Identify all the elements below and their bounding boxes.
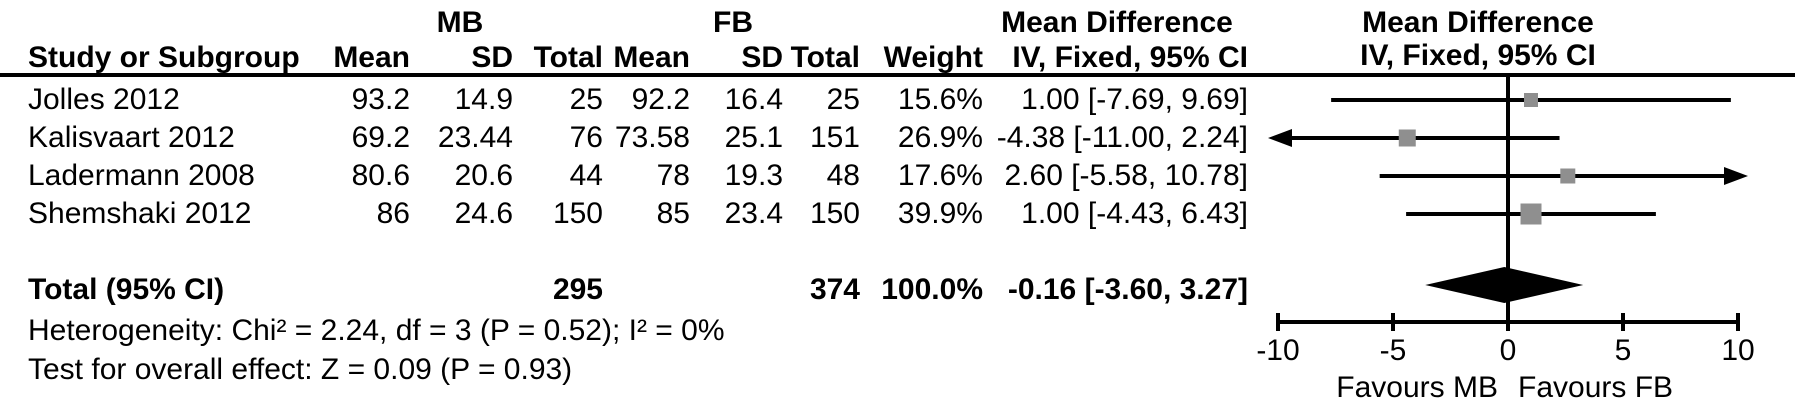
col-header-weight: Weight [883, 41, 983, 74]
total-ci: -0.16 [-3.60, 3.27] [1007, 273, 1248, 306]
group-header-fb: FB [713, 6, 753, 39]
cell-mb-total: 25 [569, 83, 603, 116]
pooled-diamond [1425, 267, 1584, 303]
total-label: Total (95% CI) [28, 273, 225, 306]
cell-study: Jolles 2012 [28, 83, 180, 116]
col-header-fb-total: Total [790, 41, 860, 74]
cell-study: Shemshaki 2012 [28, 197, 252, 230]
study-marker [1398, 129, 1416, 147]
cell-mb-total: 76 [569, 121, 603, 154]
study-marker [1560, 168, 1576, 184]
col-header-mb-mean: Mean [333, 41, 410, 74]
cell-mb-sd: 14.9 [454, 83, 513, 116]
group-header-mb: MB [436, 6, 484, 39]
column-header-row: Study or Subgroup Mean SD Total Mean SD … [0, 39, 1260, 74]
cell-fb-mean: 78 [656, 159, 690, 192]
cell-weight: 17.6% [897, 159, 983, 192]
cell-fb-mean: 73.58 [614, 121, 690, 154]
cell-ci: 1.00 [-4.43, 6.43] [1021, 197, 1248, 230]
cell-fb-mean: 92.2 [631, 83, 690, 116]
cell-mb-mean: 93.2 [351, 83, 410, 116]
col-header-fb-sd: SD [741, 41, 783, 74]
cell-mb-mean: 86 [376, 197, 410, 230]
header-rule [0, 73, 1795, 77]
plot-header-mean-difference: Mean Difference [1362, 6, 1594, 39]
cell-fb-total: 48 [826, 159, 860, 192]
ci-arrow-left [1268, 129, 1292, 147]
cell-weight: 39.9% [897, 197, 983, 230]
table-row: Jolles 2012 93.2 14.9 25 92.2 16.4 25 15.6% 1.00… [0, 81, 1260, 119]
col-header-study: Study or Subgroup [28, 41, 300, 74]
cell-study: Ladermann 2008 [28, 159, 255, 192]
cell-weight: 26.9% [897, 121, 983, 154]
col-header-fb-mean: Mean [613, 41, 690, 74]
cell-fb-mean: 85 [656, 197, 690, 230]
total-mb-total: 295 [552, 273, 603, 306]
cell-mb-mean: 69.2 [351, 121, 410, 154]
cell-mb-total: 44 [569, 159, 603, 192]
plot-header-ci: IV, Fixed, 95% CI [1360, 39, 1596, 72]
axis-tick-label: -5 [1380, 334, 1407, 367]
total-row: Total (95% CI) 295 374 100.0% -0.16 [-3.… [0, 271, 1260, 309]
study-marker [1520, 203, 1542, 225]
cell-ci: -4.38 [-11.00, 2.24] [996, 121, 1248, 154]
axis-tick-label: -10 [1256, 334, 1299, 367]
col-header-mb-total: Total [533, 41, 603, 74]
table-row: Ladermann 2008 80.6 20.6 44 78 19.3 48 17.6% 2.6… [0, 157, 1260, 195]
cell-fb-total: 151 [809, 121, 860, 154]
cell-fb-sd: 16.4 [724, 83, 783, 116]
cell-fb-total: 150 [809, 197, 860, 230]
heterogeneity-text: Heterogeneity: Chi² = 2.24, df = 3 (P = … [28, 314, 725, 347]
axis-tick-label: 0 [1500, 334, 1517, 367]
col-header-ci-stats: IV, Fixed, 95% CI [1012, 41, 1248, 74]
cell-study: Kalisvaart 2012 [28, 121, 235, 154]
cell-fb-sd: 19.3 [724, 159, 783, 192]
cell-mb-mean: 80.6 [351, 159, 410, 192]
cell-mb-total: 150 [552, 197, 603, 230]
axis-tick-label: 10 [1721, 334, 1754, 367]
favours-left-label: Favours MB [1336, 371, 1498, 404]
total-weight: 100.0% [881, 273, 983, 306]
favours-right-label: Favours FB [1518, 371, 1673, 404]
cell-mb-sd: 24.6 [454, 197, 513, 230]
cell-ci: 1.00 [-7.69, 9.69] [1021, 83, 1248, 116]
ci-arrow-right [1724, 167, 1748, 185]
stats-header-mean-difference: Mean Difference [1001, 6, 1233, 39]
table-row: Shemshaki 2012 86 24.6 150 85 23.4 150 39.9% 1.0… [0, 195, 1260, 233]
col-header-mb-sd: SD [471, 41, 513, 74]
cell-fb-sd: 23.4 [724, 197, 783, 230]
cell-mb-sd: 23.44 [437, 121, 513, 154]
table-row: Kalisvaart 2012 69.2 23.44 76 73.58 25.1 151 26… [0, 119, 1260, 157]
axis-tick-label: 5 [1615, 334, 1632, 367]
cell-fb-total: 25 [826, 83, 860, 116]
cell-fb-sd: 25.1 [724, 121, 783, 154]
cell-ci: 2.60 [-5.58, 10.78] [1004, 159, 1248, 192]
total-fb-total: 374 [809, 273, 860, 306]
overall-effect-text: Test for overall effect: Z = 0.09 (P = 0… [28, 353, 573, 386]
cell-weight: 15.6% [897, 83, 983, 116]
study-marker [1524, 93, 1538, 107]
cell-mb-sd: 20.6 [454, 159, 513, 192]
